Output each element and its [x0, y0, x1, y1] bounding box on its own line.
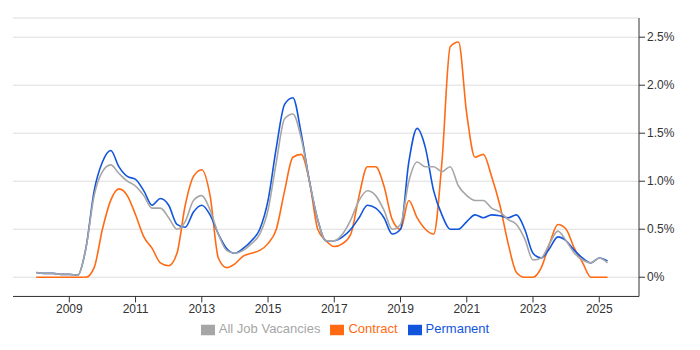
svg-text:2015: 2015: [255, 302, 282, 316]
svg-text:2025: 2025: [586, 302, 613, 316]
svg-text:2017: 2017: [321, 302, 348, 316]
html-text:Contract: Contract: [348, 321, 398, 337]
svg-text:0%: 0%: [647, 270, 665, 284]
svg-text:2021: 2021: [453, 302, 480, 316]
svg-text:2.0%: 2.0%: [647, 78, 675, 92]
svg-text:2013: 2013: [188, 302, 215, 316]
html-text:Permanent: Permanent: [425, 321, 490, 337]
svg-text:2019: 2019: [387, 302, 414, 316]
svg-text:2023: 2023: [520, 302, 547, 316]
svg-text:2011: 2011: [123, 302, 149, 316]
svg-text:2009: 2009: [56, 302, 83, 316]
svg-text:1.0%: 1.0%: [647, 174, 675, 188]
svg-text:2.5%: 2.5%: [647, 30, 675, 44]
html-text:All Job Vacancies: All Job Vacancies: [218, 321, 321, 337]
svg-text:1.5%: 1.5%: [647, 126, 675, 140]
svg-text:0.5%: 0.5%: [647, 222, 675, 236]
